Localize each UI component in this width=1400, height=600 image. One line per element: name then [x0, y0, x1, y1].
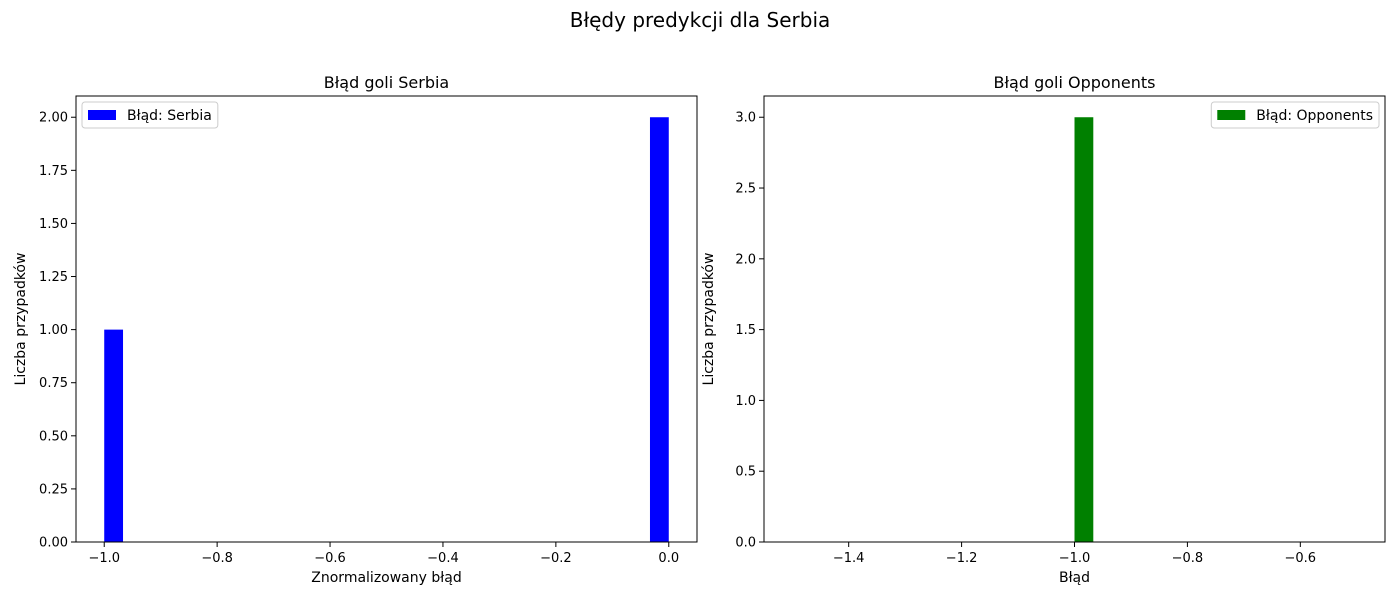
- legend-swatch: [88, 110, 116, 120]
- legend-label: Błąd: Opponents: [1256, 108, 1373, 124]
- y-tick-label: 1.0: [735, 394, 756, 409]
- y-axis-label: Liczba przypadków: [701, 253, 717, 386]
- bar-1: [649, 117, 669, 542]
- y-tick-label: 2.0: [735, 252, 756, 267]
- x-tick-label: −0.4: [427, 551, 459, 566]
- y-tick-label: 1.00: [39, 323, 68, 338]
- bar-0: [1074, 117, 1094, 542]
- y-tick-label: 2.00: [39, 111, 68, 126]
- y-tick-label: 1.25: [39, 270, 68, 285]
- subplot-title: Błąd goli Opponents: [994, 73, 1156, 92]
- x-tick-label: −0.6: [314, 551, 346, 566]
- x-axis-label: Znormalizowany błąd: [311, 570, 461, 586]
- y-tick-label: 0.5: [735, 465, 756, 480]
- legend: Błąd: Opponents: [1210, 101, 1380, 129]
- x-tick-label: −1.0: [1059, 551, 1091, 566]
- y-tick-label: 0.00: [39, 536, 68, 551]
- x-tick-label: −0.2: [540, 551, 572, 566]
- y-tick-label: 0.75: [39, 376, 68, 391]
- y-tick-label: 3.0: [735, 111, 756, 126]
- legend-swatch: [1217, 110, 1246, 120]
- figure-suptitle: Błędy predykcji dla Serbia: [570, 8, 831, 32]
- x-tick-label: −1.4: [833, 551, 865, 566]
- legend-frame: [1210, 101, 1380, 129]
- y-tick-label: 0.0: [735, 536, 756, 551]
- y-tick-label: 0.25: [39, 482, 68, 497]
- legend-label: Błąd: Serbia: [127, 108, 212, 124]
- legend: Błąd: Serbia: [81, 101, 219, 129]
- x-tick-label: 0.0: [658, 551, 679, 566]
- x-tick-label: −1.2: [946, 551, 978, 566]
- subplot-opponents: −1.4 −1.2 −1.0 −0.8 −0.6 0.0 0.5 1.0 1.5 2.0 2.5 3.…: [701, 73, 1386, 586]
- x-tick-label: −1.0: [88, 551, 120, 566]
- y-axis-label: Liczba przypadków: [13, 253, 29, 386]
- y-tick-label: 1.75: [39, 164, 68, 179]
- y-tick-label: 1.5: [735, 323, 756, 338]
- y-tick-label: 0.50: [39, 429, 68, 444]
- bar-0: [104, 329, 124, 542]
- x-tick-label: −0.8: [201, 551, 233, 566]
- subplot-title: Błąd goli Serbia: [324, 73, 449, 92]
- x-tick-label: −0.6: [1285, 551, 1317, 566]
- x-tick-label: −0.8: [1172, 551, 1204, 566]
- y-tick-label: 2.5: [735, 182, 756, 197]
- axes-frame: [75, 95, 698, 543]
- legend-frame: [81, 101, 219, 129]
- y-tick-label: 1.50: [39, 217, 68, 232]
- x-axis-label: Błąd: [1059, 570, 1090, 586]
- subplot-serbia: −1.0 −0.8 −0.6 −0.4 −0.2 0.0 0.00 0.25 0.50 0.75 1…: [13, 73, 698, 586]
